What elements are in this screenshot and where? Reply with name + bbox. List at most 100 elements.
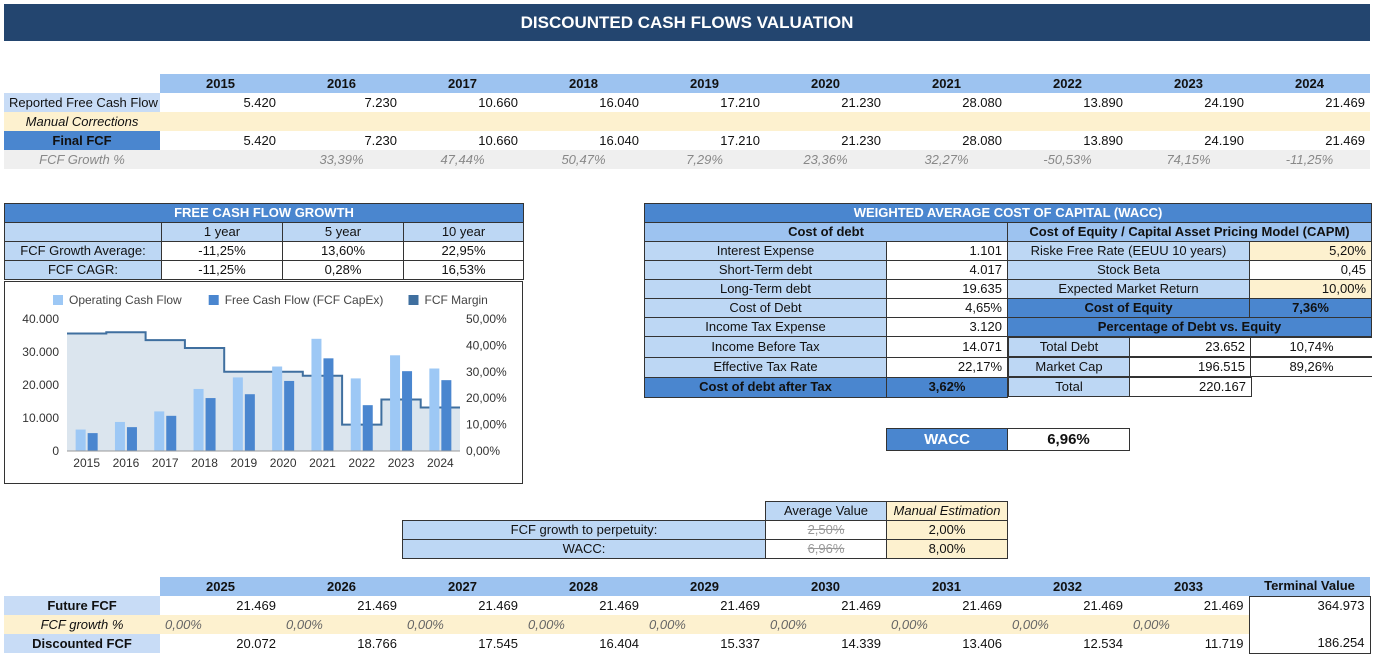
- total-capital-value[interactable]: 220.167: [1129, 377, 1252, 397]
- future-fcf-cell[interactable]: 21.469: [236, 597, 276, 613]
- perpetuity-growth-manual[interactable]: 2,00%: [886, 520, 1008, 540]
- total-debt-value[interactable]: 23.652: [1129, 337, 1251, 357]
- discounted-fcf-cell[interactable]: 20.072: [236, 635, 276, 651]
- stock-beta-value[interactable]: 0,45: [1249, 260, 1372, 280]
- final-fcf-cell[interactable]: 13.890: [1083, 132, 1123, 148]
- final-fcf-cell[interactable]: 21.469: [1325, 132, 1365, 148]
- income-tax-expense-value[interactable]: 3.120: [886, 317, 1008, 337]
- discounted-fcf-cell[interactable]: 14.339: [841, 635, 881, 651]
- growth-average-value[interactable]: 13,60%: [282, 241, 404, 261]
- forecast-growth-terminal[interactable]: [1248, 615, 1371, 634]
- discounted-fcf-cell[interactable]: 18.766: [357, 635, 397, 651]
- total-debt-pct[interactable]: 10,74%: [1250, 337, 1372, 357]
- future-fcf-cell[interactable]: 21.469: [1203, 597, 1244, 613]
- reported-fcf-cell[interactable]: 13.890: [1083, 94, 1123, 110]
- forecast-growth-cell[interactable]: 0,00%: [644, 615, 765, 634]
- cost-of-equity-value[interactable]: 7,36%: [1249, 298, 1372, 318]
- reported-fcf-cell[interactable]: 7.230: [364, 94, 397, 110]
- manual-corrections-cell[interactable]: [644, 112, 765, 131]
- growth-average-label: FCF Growth Average:: [4, 241, 162, 261]
- forecast-growth-cell[interactable]: 0,00%: [765, 615, 886, 634]
- reported-fcf-cell[interactable]: 21.469: [1325, 94, 1365, 110]
- reported-fcf-cell[interactable]: 17.210: [720, 94, 760, 110]
- long-term-debt-value[interactable]: 19.635: [886, 279, 1008, 299]
- risk-free-rate-value[interactable]: 5,20%: [1249, 241, 1372, 261]
- expected-market-return-value[interactable]: 10,00%: [1249, 279, 1372, 299]
- bar-operating-cash-flow: [154, 411, 165, 451]
- final-fcf-cell[interactable]: 10.660: [478, 132, 518, 148]
- future-fcf-cell[interactable]: 21.469: [720, 597, 760, 613]
- fcf-growth-pct-cell[interactable]: 50,47%: [523, 150, 644, 169]
- final-fcf-cell[interactable]: 7.230: [364, 132, 397, 148]
- future-fcf-terminal[interactable]: 364.973: [1248, 595, 1371, 615]
- reported-fcf-cell[interactable]: 10.660: [478, 94, 518, 110]
- short-term-debt-value[interactable]: 4.017: [886, 260, 1008, 280]
- fcf-growth-pct-cell[interactable]: 32,27%: [886, 150, 1007, 169]
- discounted-fcf-cell[interactable]: 12.534: [1083, 635, 1123, 651]
- cost-of-debt-value[interactable]: 4,65%: [886, 298, 1008, 318]
- final-fcf-cell[interactable]: 5.420: [243, 132, 276, 148]
- cost-of-debt-after-tax-value[interactable]: 3,62%: [886, 376, 1008, 398]
- fcf-growth-pct-cell[interactable]: 74,15%: [1128, 150, 1249, 169]
- growth-average-value[interactable]: -11,25%: [161, 241, 283, 261]
- forecast-growth-cell[interactable]: 0,00%: [1007, 615, 1128, 634]
- final-fcf-cell[interactable]: 16.040: [599, 132, 639, 148]
- cagr-value[interactable]: -11,25%: [161, 260, 283, 280]
- fcf-growth-pct-cell[interactable]: 33,39%: [281, 150, 402, 169]
- reported-fcf-cell[interactable]: 16.040: [599, 94, 639, 110]
- reported-fcf-cell[interactable]: 24.190: [1204, 94, 1244, 110]
- future-fcf-cell[interactable]: 21.469: [962, 597, 1002, 613]
- manual-corrections-cell[interactable]: [1128, 112, 1249, 131]
- cagr-value[interactable]: 16,53%: [402, 260, 525, 280]
- discounted-fcf-cell[interactable]: 17.545: [478, 635, 518, 651]
- market-cap-pct[interactable]: 89,26%: [1250, 357, 1372, 377]
- manual-corrections-cell[interactable]: [1249, 112, 1370, 131]
- manual-corrections-cell[interactable]: [765, 112, 886, 131]
- income-before-tax-value[interactable]: 14.071: [886, 336, 1008, 358]
- reported-fcf-cell[interactable]: 21.230: [841, 94, 881, 110]
- final-fcf-cell[interactable]: 21.230: [841, 132, 881, 148]
- fcf-growth-pct-cell[interactable]: -50,53%: [1007, 150, 1128, 169]
- discounted-fcf-cell[interactable]: 15.337: [720, 635, 760, 651]
- interest-expense-value[interactable]: 1.101: [886, 241, 1008, 261]
- reported-fcf-cell[interactable]: 28.080: [962, 94, 1002, 110]
- discounted-fcf-cell[interactable]: 13.406: [962, 635, 1002, 651]
- final-fcf-cell[interactable]: 17.210: [720, 132, 760, 148]
- forecast-growth-cell[interactable]: 0,00%: [886, 615, 1007, 634]
- effective-tax-rate-value[interactable]: 22,17%: [886, 356, 1008, 378]
- discounted-fcf-cell[interactable]: 16.404: [599, 635, 639, 651]
- manual-corrections-cell[interactable]: [1007, 112, 1128, 131]
- reported-fcf-cell[interactable]: 5.420: [243, 94, 276, 110]
- assumption-wacc-manual[interactable]: 8,00%: [886, 539, 1008, 559]
- growth-average-value[interactable]: 22,95%: [402, 241, 525, 261]
- final-fcf-cell[interactable]: 24.190: [1204, 132, 1244, 148]
- forecast-growth-cell[interactable]: 0,00%: [281, 615, 402, 634]
- forecast-growth-cell[interactable]: 0,00%: [160, 615, 281, 634]
- manual-corrections-cell[interactable]: [886, 112, 1007, 131]
- fcf-growth-pct-cell[interactable]: 7,29%: [644, 150, 765, 169]
- fcf-growth-pct-cell[interactable]: [160, 150, 281, 169]
- future-fcf-cell[interactable]: 21.469: [599, 597, 639, 613]
- forecast-growth-cell[interactable]: 0,00%: [402, 615, 523, 634]
- future-fcf-cell[interactable]: 21.469: [478, 597, 518, 613]
- manual-corrections-cell[interactable]: [160, 112, 281, 131]
- bar-operating-cash-flow: [75, 429, 86, 451]
- forecast-growth-cell[interactable]: 0,00%: [1128, 615, 1249, 634]
- cagr-value[interactable]: 0,28%: [282, 260, 404, 280]
- forecast-growth-cell[interactable]: 0,00%: [523, 615, 644, 634]
- manual-corrections-cell[interactable]: [523, 112, 644, 131]
- discounted-fcf-terminal[interactable]: 186.254: [1248, 634, 1371, 654]
- fcf-growth-pct-cell[interactable]: -11,25%: [1249, 150, 1370, 169]
- market-cap-value[interactable]: 196.515: [1129, 357, 1251, 377]
- manual-corrections-cell[interactable]: [402, 112, 523, 131]
- future-fcf-cell[interactable]: 21.469: [841, 597, 881, 613]
- fcf-growth-pct-cell[interactable]: 47,44%: [402, 150, 523, 169]
- discounted-fcf-cell[interactable]: 11.719: [1204, 635, 1244, 651]
- future-fcf-cell[interactable]: 21.469: [1083, 597, 1123, 613]
- future-fcf-cell[interactable]: 21.469: [357, 597, 397, 613]
- manual-corrections-cell[interactable]: [281, 112, 402, 131]
- final-fcf-cell[interactable]: 28.080: [962, 132, 1002, 148]
- fcf-growth-pct-cell[interactable]: 23,36%: [765, 150, 886, 169]
- wacc-result-value[interactable]: 6,96%: [1007, 428, 1130, 451]
- fcf-chart[interactable]: Operating Cash Flow Free Cash Flow (FCF C…: [4, 281, 523, 484]
